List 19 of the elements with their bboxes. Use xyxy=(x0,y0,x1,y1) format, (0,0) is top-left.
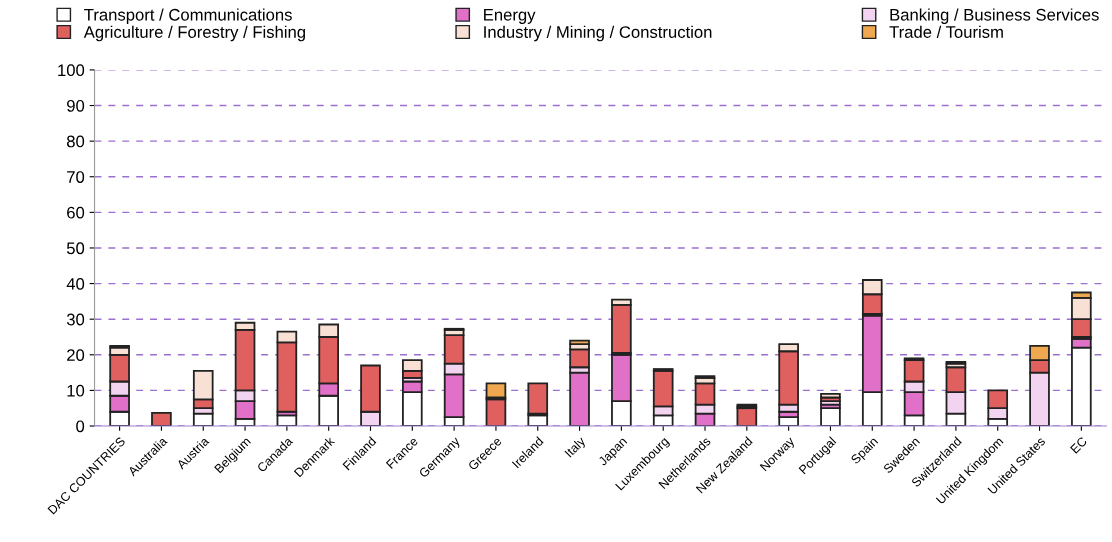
legend-label: Agriculture / Forestry / Fishing xyxy=(83,25,305,42)
y-tick-label: 0 xyxy=(76,420,85,433)
y-tick-label: 20 xyxy=(67,349,85,361)
legend-label: Industry / Mining / Construction xyxy=(484,25,712,42)
x-tick-label: Italy xyxy=(564,435,588,460)
y-tick-label: 80 xyxy=(66,135,85,148)
y-tick-label: 30 xyxy=(66,313,85,326)
legend-label: Transport / Communications xyxy=(84,8,292,24)
y-tick-label: 40 xyxy=(66,277,85,290)
legend-label: Energy xyxy=(484,9,536,24)
y-tick-label: 50 xyxy=(66,242,85,255)
y-tick-label: 10 xyxy=(67,384,85,397)
x-tick-label: EC xyxy=(1070,436,1088,454)
legend-label: Trade / Tourism xyxy=(889,25,1003,38)
y-tick-label: 90 xyxy=(67,99,85,112)
y-tick-label: 100 xyxy=(58,64,85,77)
y-tick-label: 70 xyxy=(67,171,85,183)
y-tick-label: 60 xyxy=(67,206,85,219)
legend-label: Banking / Business Services xyxy=(890,8,1099,24)
